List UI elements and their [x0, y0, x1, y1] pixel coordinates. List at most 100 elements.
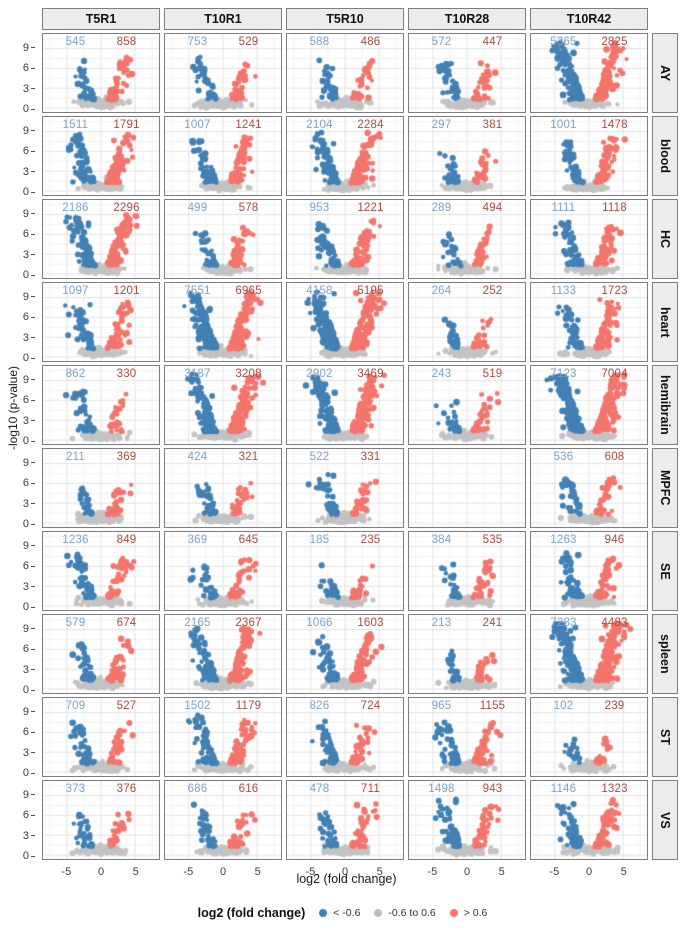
down-regulated-count: 7123: [550, 368, 577, 380]
x-axis-tick-labels: -5 0 5: [530, 863, 648, 879]
volcano-panel: 499 578: [164, 199, 282, 279]
volcano-panel: 1498 943: [408, 780, 526, 860]
y-tick-label: 3: [23, 830, 35, 842]
y-axis-tick-labels: 0 3 6 9: [10, 531, 38, 613]
y-tick-label: 9: [23, 540, 35, 552]
facet-row-label: VS: [652, 780, 678, 860]
volcano-panel: 536 608: [530, 448, 648, 528]
grid-corner: [652, 863, 678, 879]
volcano-scatter-canvas: [165, 781, 281, 859]
y-tick-label: 6: [23, 311, 35, 323]
up-regulated-count: 616: [238, 783, 259, 795]
volcano-scatter-canvas: [287, 781, 403, 859]
up-regulated-count: 946: [604, 534, 625, 546]
volcano-scatter-canvas: [287, 698, 403, 776]
down-regulated-count: 384: [431, 534, 452, 546]
blue-dot-icon: [319, 909, 328, 917]
down-regulated-count: 522: [309, 451, 330, 463]
y-tick-label: 6: [23, 145, 35, 157]
volcano-scatter-canvas: [531, 781, 647, 859]
volcano-panel: 373 376: [42, 780, 160, 860]
volcano-scatter-canvas: [287, 615, 403, 693]
volcano-scatter-canvas: [165, 117, 281, 195]
y-tick-label: 9: [23, 374, 35, 386]
up-regulated-count: 3469: [357, 368, 384, 380]
up-regulated-count: 1118: [602, 202, 627, 214]
facet-column-label: T10R42: [530, 8, 648, 30]
volcano-scatter-canvas: [43, 34, 159, 112]
y-tick-label: 3: [23, 83, 35, 95]
volcano-scatter-canvas: [43, 698, 159, 776]
volcano-scatter-canvas: [409, 366, 525, 444]
down-regulated-count: 2104: [306, 119, 333, 131]
volcano-scatter-canvas: [43, 781, 159, 859]
facet-row-label: hemibrain: [652, 365, 678, 445]
y-tick-label: 9: [23, 457, 35, 469]
down-regulated-count: 1097: [62, 285, 89, 297]
up-regulated-count: 5195: [357, 285, 384, 297]
up-regulated-count: 1241: [235, 119, 262, 131]
y-tick-label: 9: [23, 623, 35, 635]
volcano-panel: 1133 1723: [530, 282, 648, 362]
up-regulated-count: 724: [360, 700, 381, 712]
volcano-panel: 7551 6965: [164, 282, 282, 362]
grid-corner: [10, 8, 38, 30]
up-regulated-count: 608: [604, 451, 625, 463]
volcano-scatter-canvas: [287, 449, 403, 527]
facet-column-label: T5R1: [42, 8, 160, 30]
down-regulated-count: 264: [431, 285, 452, 297]
down-regulated-count: 211: [66, 451, 85, 463]
volcano-scatter-canvas: [531, 200, 647, 278]
y-axis-tick-labels: 0 3 6 9: [10, 199, 38, 281]
down-regulated-count: 709: [65, 700, 86, 712]
volcano-scatter-canvas: [409, 200, 525, 278]
up-regulated-count: 331: [360, 451, 381, 463]
down-regulated-count: 588: [309, 36, 330, 48]
up-regulated-count: 535: [482, 534, 503, 546]
y-tick-label: 9: [23, 291, 35, 303]
up-regulated-count: 330: [116, 368, 137, 380]
volcano-panel: 686 616: [164, 780, 282, 860]
volcano-panel: 7283 4483: [530, 614, 648, 694]
down-regulated-count: 2165: [184, 617, 211, 629]
volcano-panel: 185 235: [286, 531, 404, 611]
y-tick-label: 9: [23, 125, 35, 137]
volcano-panel: 1263 946: [530, 531, 648, 611]
up-regulated-count: 239: [604, 700, 625, 712]
down-regulated-count: 1007: [184, 119, 211, 131]
legend-entry-neutral: -0.6 to 0.6: [374, 907, 436, 919]
up-regulated-count: 7004: [601, 368, 628, 380]
x-tick-label: -5: [549, 866, 560, 878]
volcano-scatter-canvas: [409, 781, 525, 859]
down-regulated-count: 7283: [550, 617, 577, 629]
volcano-panel: 2902 3469: [286, 365, 404, 445]
volcano-panel: 545 858: [42, 33, 160, 113]
up-regulated-count: 578: [238, 202, 259, 214]
y-tick-label: 0: [23, 186, 35, 198]
down-regulated-count: 545: [65, 36, 86, 48]
up-regulated-count: 381: [482, 119, 503, 131]
y-tick-label: 0: [23, 518, 35, 530]
x-tick-label: 5: [376, 866, 383, 878]
volcano-panel: 213 241: [408, 614, 526, 694]
up-regulated-count: 1155: [479, 700, 506, 712]
volcano-panel: [408, 448, 526, 528]
y-axis-tick-labels: 0 3 6 9: [10, 365, 38, 447]
x-tick-label: 0: [463, 866, 471, 878]
volcano-scatter-canvas: [409, 117, 525, 195]
up-regulated-count: 645: [238, 534, 259, 546]
grid-corner: [652, 8, 678, 30]
facet-row-label: HC: [652, 199, 678, 279]
y-tick-label: 0: [23, 352, 35, 364]
up-regulated-count: 1723: [601, 285, 628, 297]
y-tick-label: 0: [23, 435, 35, 447]
down-regulated-count: 2186: [62, 202, 89, 214]
y-tick-label: 3: [23, 747, 35, 759]
down-regulated-count: 213: [431, 617, 452, 629]
down-regulated-count: 185: [309, 534, 330, 546]
volcano-panel: 243 519: [408, 365, 526, 445]
volcano-panel: 1111 1118: [530, 199, 648, 279]
down-regulated-count: 102: [553, 700, 574, 712]
volcano-scatter-canvas: [531, 615, 647, 693]
